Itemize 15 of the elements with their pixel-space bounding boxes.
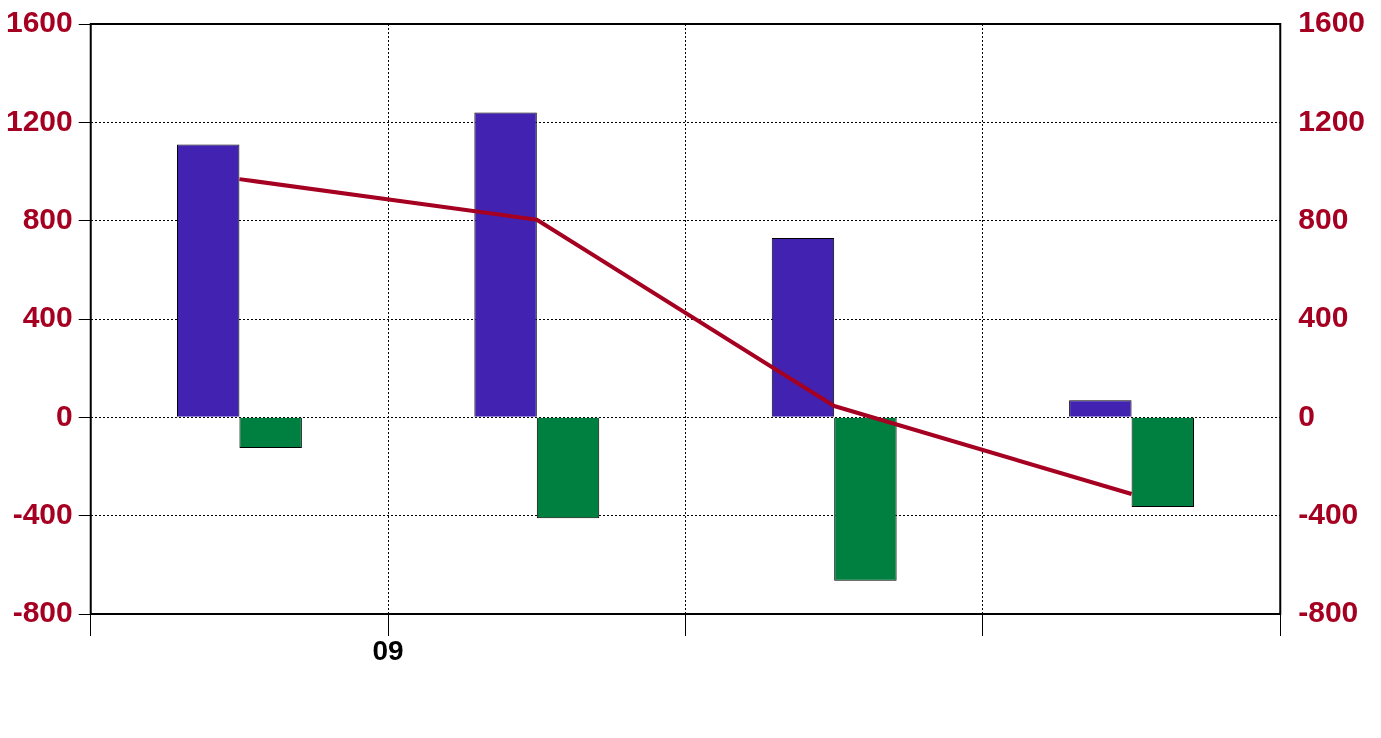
y-tick-label: 1200 xyxy=(5,103,73,137)
y-tick-label: -800 xyxy=(12,595,73,629)
y2-tick-label: 400 xyxy=(1298,300,1349,334)
y2-tick-label: 0 xyxy=(1298,398,1315,432)
y-tick-label: 800 xyxy=(22,201,73,235)
y-tick-label: 0 xyxy=(56,398,73,432)
y2-tick-label: -800 xyxy=(1298,595,1359,629)
y-tick-label: 1600 xyxy=(5,5,73,39)
y-tick-label: 400 xyxy=(22,300,73,334)
y2-tick-label: 1200 xyxy=(1298,103,1366,137)
y-tick-label: -400 xyxy=(12,496,73,530)
y2-tick-label: -400 xyxy=(1298,496,1359,530)
y2-tick-label: 1600 xyxy=(1298,5,1366,39)
text: 09 xyxy=(372,634,404,666)
y2-tick-label: 800 xyxy=(1298,201,1349,235)
